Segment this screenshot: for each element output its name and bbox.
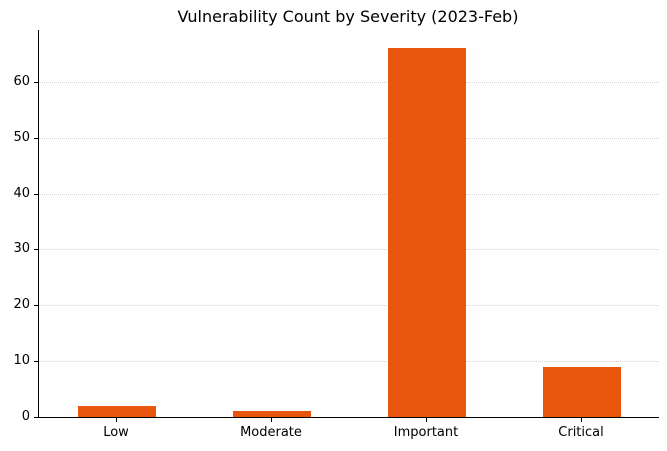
gridline-y60 xyxy=(39,81,659,83)
gridline-y30 xyxy=(39,249,659,251)
bar-moderate xyxy=(233,411,311,417)
y-tick-label-30: 30 xyxy=(13,241,30,257)
x-tick-label-moderate: Moderate xyxy=(240,425,302,440)
chart-title: Vulnerability Count by Severity (2023-Fe… xyxy=(177,7,519,26)
bar-important xyxy=(388,48,466,417)
bar-critical xyxy=(543,367,621,417)
y-tick-mark-40 xyxy=(34,193,38,195)
y-tick-label-50: 50 xyxy=(13,129,30,145)
y-tick-mark-0 xyxy=(34,417,38,418)
y-tick-label-0: 0 xyxy=(21,409,30,424)
y-tick-mark-20 xyxy=(34,305,38,307)
x-tick-label-important: Important xyxy=(393,425,459,440)
y-tick-mark-30 xyxy=(34,249,38,251)
gridline-y10 xyxy=(39,361,659,363)
y-tick-label-60: 60 xyxy=(13,73,30,89)
gridline-y50 xyxy=(39,137,659,139)
x-tick-label-critical: Critical xyxy=(558,425,604,440)
y-tick-label-20: 20 xyxy=(13,297,30,313)
y-tick-label-10: 10 xyxy=(13,353,30,369)
x-tick-mark-moderate xyxy=(271,418,272,422)
y-tick-mark-60 xyxy=(34,81,38,83)
plot-area xyxy=(38,30,659,418)
bar-low xyxy=(78,406,156,417)
x-tick-label-low: Low xyxy=(103,425,129,440)
y-tick-label-40: 40 xyxy=(13,185,30,201)
y-tick-mark-50 xyxy=(34,137,38,139)
x-tick-mark-low xyxy=(116,418,117,422)
x-tick-mark-critical xyxy=(581,418,582,422)
gridline-y20 xyxy=(39,305,659,307)
y-tick-mark-10 xyxy=(34,361,38,363)
gridline-y40 xyxy=(39,193,659,195)
x-tick-mark-important xyxy=(426,418,427,422)
